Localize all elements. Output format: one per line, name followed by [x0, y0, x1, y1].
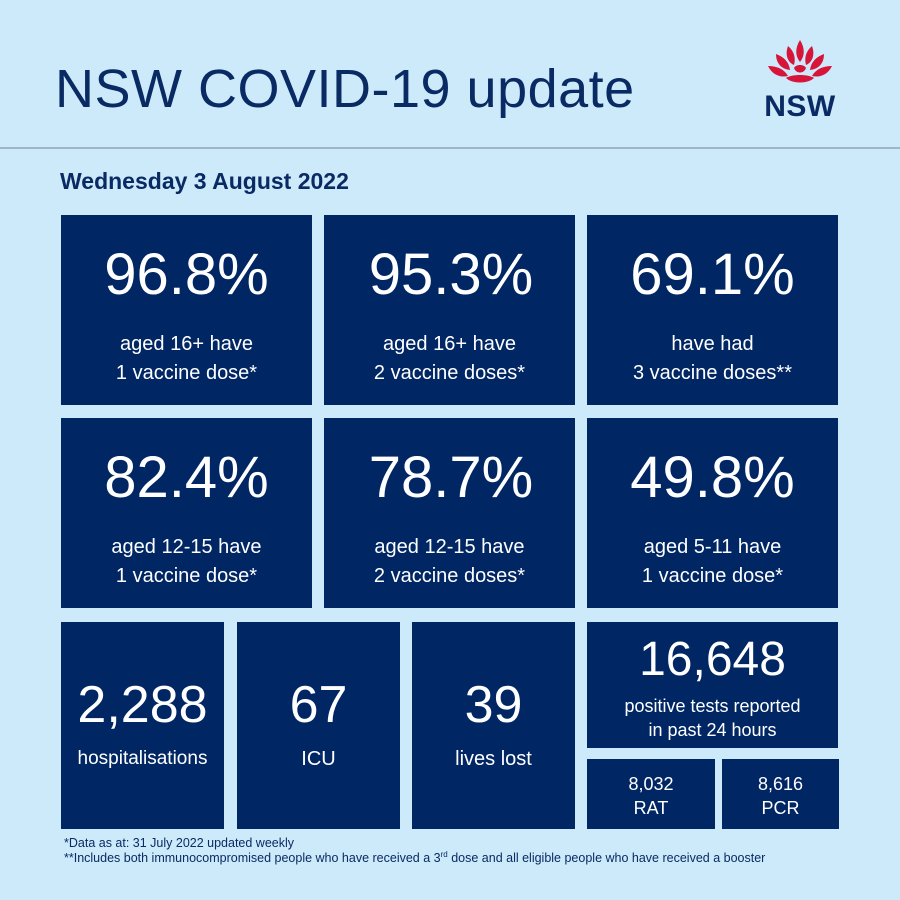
lives-lost-tile: 39 lives lost — [412, 622, 575, 829]
stat-value: 82.4% — [104, 445, 269, 510]
lives-lost-label: lives lost — [455, 748, 532, 770]
nsw-logo: NSW — [752, 38, 848, 128]
icu-value: 67 — [289, 676, 348, 734]
stat-value: 78.7% — [368, 445, 534, 510]
stat-line: 1 vaccine dose* — [115, 362, 258, 384]
header: NSW COVID-19 update NSW — [0, 0, 900, 149]
stat-line: 1 vaccine dose* — [115, 565, 258, 587]
stat-line: aged 12-15 have — [374, 536, 525, 558]
stat-tile: 95.3% aged 16+ have 2 vaccine doses* — [324, 215, 575, 405]
footnote-text: dose and all eligible people who have re… — [447, 851, 766, 865]
page-title: NSW COVID-19 update — [55, 59, 635, 119]
stat-tile: 69.1% have had 3 vaccine doses** — [587, 215, 838, 405]
stat-line: aged 12-15 have — [111, 536, 262, 558]
positive-tests-line: in past 24 hours — [648, 720, 777, 740]
stat-description: have had 3 vaccine doses** — [587, 330, 838, 388]
stat-description: aged 12-15 have 2 vaccine doses* — [324, 533, 575, 591]
stat-tile: 49.8% aged 5-11 have 1 vaccine dose* — [587, 418, 838, 608]
positive-tests-label: positive tests reported in past 24 hours — [587, 694, 838, 742]
pcr-label: PCR — [761, 798, 800, 818]
icu-label: ICU — [301, 748, 336, 770]
footnote-superscript: rd — [440, 849, 448, 859]
stat-line: aged 5-11 have — [643, 536, 782, 558]
positive-tests-tile: 16,648 positive tests reported in past 2… — [587, 622, 838, 748]
hospitalisations-tile: 2,288 hospitalisations — [61, 622, 224, 829]
stat-line: 2 vaccine doses* — [373, 565, 526, 587]
lives-lost-value: 39 — [464, 676, 523, 734]
positive-tests-value: 16,648 — [639, 633, 786, 686]
stat-value: 69.1% — [630, 242, 795, 307]
pcr-tile: 8,616 PCR — [722, 759, 839, 829]
stat-description: aged 16+ have 2 vaccine doses* — [324, 330, 575, 388]
stat-description: aged 5-11 have 1 vaccine dose* — [587, 533, 838, 591]
stat-value: 96.8% — [104, 242, 269, 307]
stat-line: aged 16+ have — [383, 333, 516, 355]
stat-line: 3 vaccine doses** — [633, 362, 792, 384]
icu-tile: 67 ICU — [237, 622, 400, 829]
rat-tile: 8,032 RAT — [587, 759, 715, 829]
hospitalisations-label: hospitalisations — [77, 748, 208, 769]
logo-text: NSW — [764, 90, 836, 123]
stat-description: aged 12-15 have 1 vaccine dose* — [61, 533, 312, 591]
report-date: Wednesday 3 August 2022 — [60, 168, 349, 194]
footnote-booster: **Includes both immunocompromised people… — [64, 849, 864, 866]
footnotes: *Data as at: 31 July 2022 updated weekly… — [64, 836, 864, 866]
stat-tile: 96.8% aged 16+ have 1 vaccine dose* — [61, 215, 312, 405]
stat-description: aged 16+ have 1 vaccine dose* — [61, 330, 312, 388]
waratah-icon — [768, 40, 832, 83]
pcr-value: 8,616 — [757, 774, 804, 794]
rat-label: RAT — [633, 798, 669, 818]
rat-value: 8,032 — [628, 774, 674, 794]
stat-line: 1 vaccine dose* — [641, 565, 784, 587]
stat-line: 2 vaccine doses* — [373, 362, 526, 384]
positive-tests-line: positive tests reported — [624, 696, 801, 716]
stat-tile: 82.4% aged 12-15 have 1 vaccine dose* — [61, 418, 312, 608]
hospitalisations-value: 2,288 — [77, 676, 208, 734]
stat-value: 49.8% — [630, 445, 795, 510]
footnote-data-date: *Data as at: 31 July 2022 updated weekly — [64, 836, 295, 850]
footnote-text: **Includes both immunocompromised people… — [64, 851, 441, 865]
stat-tile: 78.7% aged 12-15 have 2 vaccine doses* — [324, 418, 575, 608]
stat-line: have had — [671, 333, 754, 355]
stat-line: aged 16+ have — [120, 333, 253, 355]
stat-value: 95.3% — [368, 242, 534, 307]
